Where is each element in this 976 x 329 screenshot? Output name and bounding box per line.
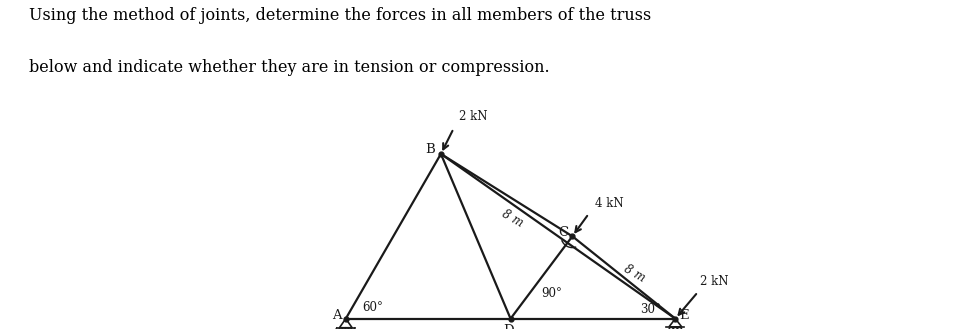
Text: 4 kN: 4 kN (595, 196, 624, 210)
Text: 8 m: 8 m (621, 262, 647, 285)
Text: B: B (426, 143, 435, 156)
Text: below and indicate whether they are in tension or compression.: below and indicate whether they are in t… (29, 59, 549, 76)
Text: E: E (679, 309, 689, 322)
Text: 60°: 60° (362, 301, 383, 314)
Text: 8 m: 8 m (500, 208, 525, 230)
Text: Using the method of joints, determine the forces in all members of the truss: Using the method of joints, determine th… (29, 7, 652, 24)
Text: 2 kN: 2 kN (459, 110, 488, 123)
Text: D: D (504, 324, 513, 329)
Text: 2 kN: 2 kN (700, 275, 728, 288)
Text: 30°: 30° (640, 303, 661, 316)
Text: C: C (558, 226, 568, 239)
Text: A: A (332, 309, 342, 322)
Text: 90°: 90° (542, 287, 562, 300)
